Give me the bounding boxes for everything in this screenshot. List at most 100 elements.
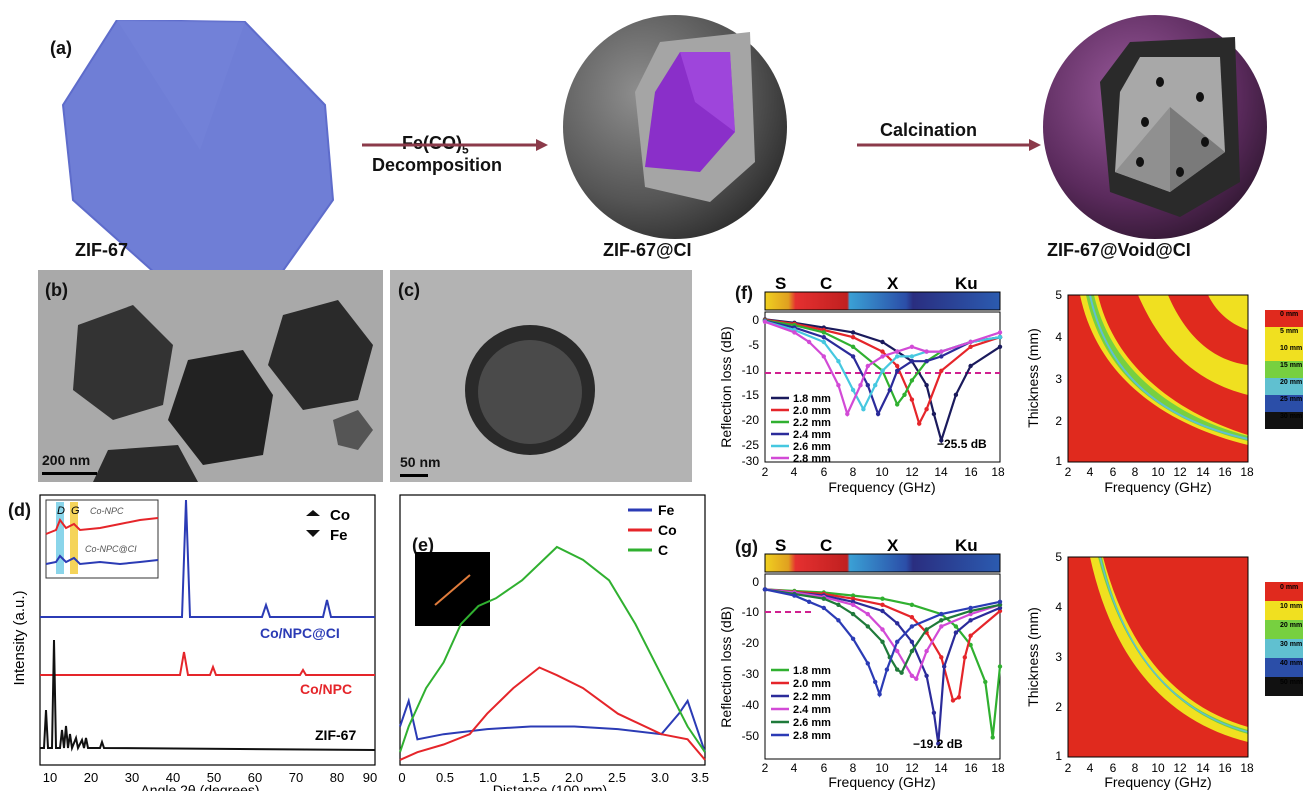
rl-g-point (942, 664, 947, 669)
rl-g-point (990, 735, 995, 740)
zif67-ci-label: ZIF-67@CI (603, 240, 692, 260)
rl-g-point (939, 624, 944, 629)
rl-f-legend-label: 2.0 mm (793, 405, 831, 417)
cg-xtick-8: 18 (1240, 761, 1254, 775)
rl-f-point (968, 344, 973, 349)
rl-xlabel-f: Frequency (GHz) (828, 479, 935, 495)
e-xtick-6: 3.0 (651, 770, 669, 785)
rl-f-legend-label: 2.8 mm (793, 453, 831, 465)
f-xtick-4: 10 (875, 465, 889, 479)
e-xtick-3: 1.5 (522, 770, 540, 785)
rl-g-point (968, 618, 973, 623)
rl-f-point (968, 339, 973, 345)
cf-xtick-0: 2 (1065, 465, 1072, 479)
trace-label-zif67: ZIF-67 (315, 727, 356, 743)
legend-fe: Fe (330, 527, 348, 544)
xrd-trace-conpc (40, 651, 375, 676)
cb-g-label-3: 30 mm (1280, 641, 1302, 648)
f-xtick-0: 2 (762, 465, 769, 479)
g-xtick-5: 12 (905, 761, 919, 775)
rl-series-f (762, 317, 1003, 445)
e-xtick-5: 2.5 (608, 770, 626, 785)
linescan-frame (399, 494, 706, 766)
tem-image-c (390, 270, 692, 482)
f-ytick-4: -20 (742, 413, 760, 427)
xtick-20: 20 (84, 770, 98, 785)
rl-f-point (880, 339, 885, 345)
xrd-trace-zif67 (40, 639, 376, 752)
colorbar-g: 0 mm 10 mm 20 mm 30 mm 40 mm 50 mm (1265, 582, 1303, 696)
cb-f-label-1: 5 mm (1280, 328, 1298, 335)
rl-g-legend-label: 2.2 mm (793, 691, 831, 703)
panel-f-label: (f) (735, 283, 753, 303)
cf-ytick-3: 3 (1055, 372, 1062, 386)
rl-g-legend-label: 2.6 mm (793, 717, 831, 729)
xtick-50: 50 (207, 770, 221, 785)
rl-g-point (909, 673, 915, 678)
panel-b-label: (b) (45, 280, 68, 300)
rl-g-point (865, 661, 870, 666)
tem-b-particles (73, 300, 373, 482)
rl-frame-f (764, 311, 1001, 463)
cf-xtick-6: 14 (1196, 465, 1210, 479)
cg-xtick-7: 16 (1218, 761, 1232, 775)
rl-g-point (997, 599, 1003, 604)
xtick-40: 40 (166, 770, 180, 785)
f-ytick-5: -25 (742, 438, 760, 452)
scalebar-b-label: 200 nm (42, 452, 91, 468)
band-labels-f: S C X Ku (775, 274, 978, 293)
rl-annotation-f: −25.5 dB (937, 437, 987, 451)
band-s-g: S (775, 536, 786, 555)
panel-g-label: (g) (735, 537, 758, 557)
rl-ylabel-g: Reflection loss (dB) (718, 606, 734, 727)
rl-f-point (895, 354, 900, 359)
f-ytick-2: -10 (742, 363, 760, 377)
contour-g-region-cyan (1099, 556, 1249, 733)
rl-g-point (968, 608, 973, 614)
rl-g-series-1 (764, 588, 1002, 738)
legend-c-text: C (658, 542, 668, 558)
xrd-inset (45, 499, 159, 579)
cb-g-0 (1265, 582, 1303, 601)
rl-f-point (873, 383, 878, 388)
rl-f-point (909, 378, 915, 383)
rl-f-point (836, 359, 841, 364)
rl-g-legend-label: 2.4 mm (793, 704, 831, 716)
f-ytick-6: -30 (742, 454, 760, 468)
xrd-xticks: 10 20 30 40 50 60 70 80 90 (43, 770, 377, 785)
scalebar-b (42, 472, 97, 475)
inset-d-label: D (57, 505, 65, 517)
cb-g-3 (1265, 639, 1303, 658)
rl-g-point (880, 639, 885, 644)
xrd-ylabel: Intensity (a.u.) (11, 590, 28, 685)
e-xtick-4: 2.0 (565, 770, 583, 785)
g-ytick-0: 0 (752, 575, 759, 589)
contour-f-xlabel: Frequency (GHz) (1104, 479, 1211, 495)
rl-f-series-2 (764, 318, 1001, 427)
cb-f-label-2: 10 mm (1280, 345, 1302, 352)
e-xtick-0: 0 (398, 770, 405, 785)
rl-f-point (968, 363, 973, 369)
rl-g-point (899, 670, 904, 675)
xrd-frame (39, 494, 376, 766)
cb-f-5 (1265, 395, 1303, 412)
rl-g-point (939, 611, 944, 617)
e-xtick-2: 1.0 (479, 770, 497, 785)
cb-g-1 (1265, 601, 1303, 620)
e-xtick-1: 0.5 (436, 770, 454, 785)
arrow2-top-label: Calcination (880, 120, 978, 140)
rl-f-legend-label: 2.2 mm (793, 417, 831, 429)
panel-d-label: (d) (8, 500, 31, 520)
contour-g-xlabel: Frequency (GHz) (1104, 774, 1211, 790)
rl-f-point (939, 349, 944, 354)
cg-xtick-1: 4 (1087, 761, 1094, 775)
cb-g-label-5: 50 mm (1280, 679, 1302, 686)
rl-g-point (877, 692, 882, 697)
arrow2 (857, 139, 1041, 151)
rl-g-point (806, 599, 812, 604)
rl-g-point (914, 676, 919, 681)
f-xtick-7: 16 (964, 465, 978, 479)
legend-co-marker (306, 510, 320, 516)
inset-g-label: G (71, 505, 80, 517)
rl-g-point (909, 615, 915, 620)
